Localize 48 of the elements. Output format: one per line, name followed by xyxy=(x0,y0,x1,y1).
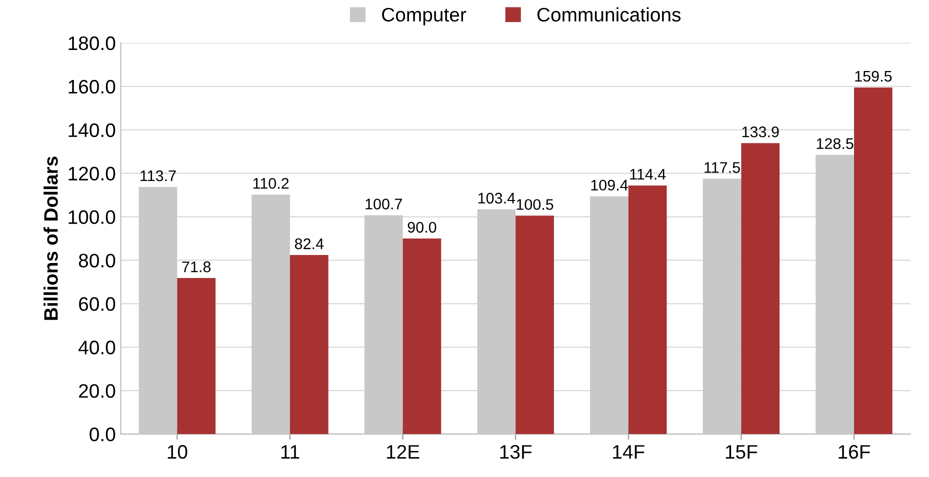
y-tick-label: 100.0 xyxy=(68,210,116,224)
bar xyxy=(477,209,516,434)
bar xyxy=(590,196,628,434)
bar xyxy=(741,143,780,434)
bar xyxy=(364,215,403,434)
text: 90.0 xyxy=(408,222,436,233)
bar xyxy=(516,216,554,434)
x-tick-label: 16F xyxy=(838,445,870,459)
y-tick-label: 160.0 xyxy=(68,80,116,94)
y-axis-title: Billions of Dollars xyxy=(44,156,58,320)
bar xyxy=(854,87,892,434)
y-tick-label: 80.0 xyxy=(78,254,116,268)
y-tick-label: 20.0 xyxy=(79,384,116,398)
text: 103.4 xyxy=(478,192,516,204)
text: 128.5 xyxy=(816,138,854,150)
text: 71.8 xyxy=(182,261,211,272)
y-tick-label: 140.0 xyxy=(68,123,116,138)
x-tick-label: 11 xyxy=(281,445,300,459)
legend-label: Computer xyxy=(382,8,466,26)
text: 117.5 xyxy=(704,162,740,173)
text: 100.5 xyxy=(516,199,554,210)
y-tick-label: 120.0 xyxy=(68,166,116,181)
y-tick-label: 40.0 xyxy=(78,340,116,354)
bar xyxy=(816,154,854,434)
x-tick-label: 15F xyxy=(726,445,758,459)
bar xyxy=(177,278,216,434)
text: 110.2 xyxy=(253,178,289,189)
legend-label: Communications xyxy=(537,7,681,22)
bar xyxy=(402,238,442,434)
y-tick-label: 180.0 xyxy=(68,36,116,50)
bar xyxy=(138,187,178,434)
y-tick-label: 0.0 xyxy=(90,428,116,442)
x-tick-label: 12E xyxy=(386,445,420,459)
bar xyxy=(252,194,290,434)
bar xyxy=(702,178,742,434)
text: 133.9 xyxy=(742,126,779,138)
text: 159.5 xyxy=(855,70,892,82)
text: 82.4 xyxy=(294,238,324,250)
y-tick-label: 60.0 xyxy=(79,297,116,311)
bar xyxy=(628,185,667,434)
text: 114.4 xyxy=(630,169,666,180)
x-tick-label: 14F xyxy=(613,445,644,459)
text: 113.7 xyxy=(140,170,176,182)
x-tick-label: 13F xyxy=(500,445,532,459)
x-tick-label: 10 xyxy=(168,445,188,459)
text: 109.4 xyxy=(591,180,628,191)
bar xyxy=(290,255,328,434)
text: 100.7 xyxy=(366,198,402,210)
